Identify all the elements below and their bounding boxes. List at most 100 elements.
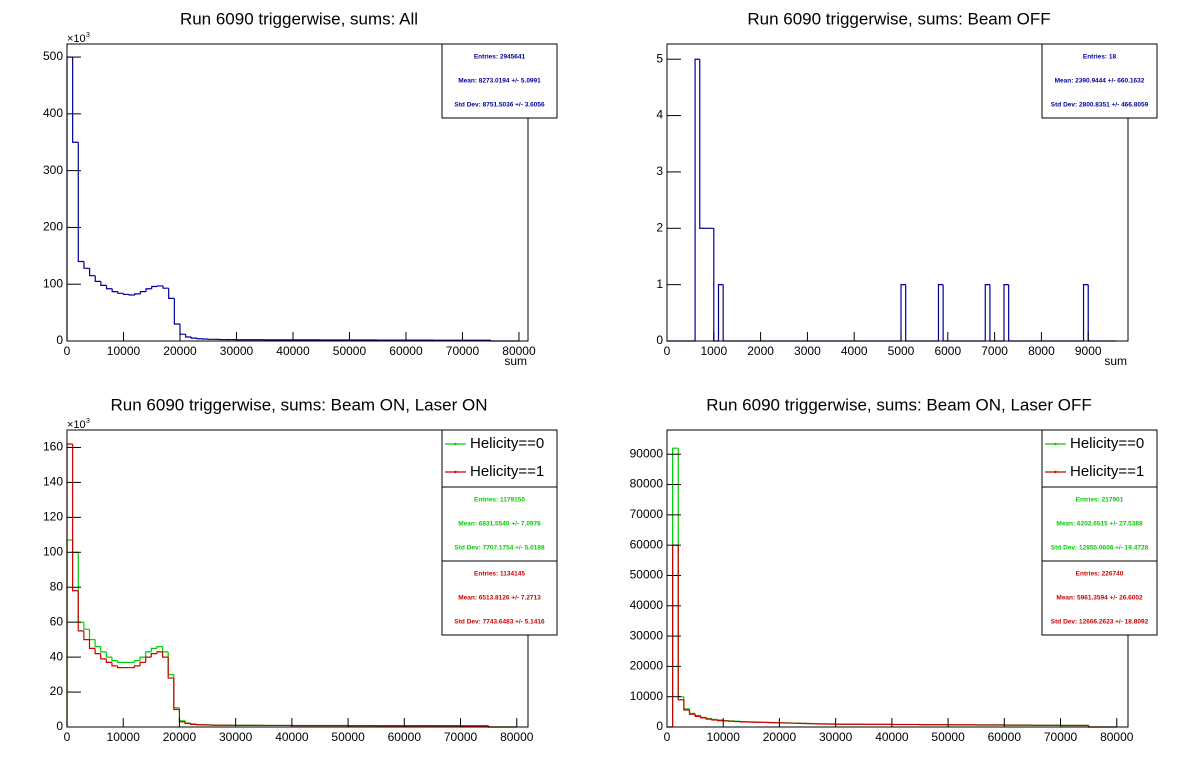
y-tick-label: 10000 <box>630 689 664 703</box>
histogram-bin <box>1087 284 1117 342</box>
histogram-bin <box>173 298 180 325</box>
x-tick-label: 60000 <box>388 730 422 744</box>
histogram-bin <box>716 720 724 722</box>
histogram-bin <box>190 723 197 725</box>
histogram-bin <box>111 662 118 667</box>
histogram-bin <box>716 719 724 721</box>
histogram-bin <box>677 545 684 701</box>
histogram-bin <box>156 646 163 649</box>
stats-text: Std Dev: 7743.6483 +/- 5.1416 <box>454 619 545 626</box>
histogram-bin <box>122 293 130 296</box>
stats-box <box>441 560 558 636</box>
y-tick-label: 120 <box>43 510 63 524</box>
stats-text: Std Dev: 8751.5036 +/- 3.6056 <box>454 102 545 109</box>
x-tick-label: 20000 <box>763 730 797 744</box>
histogram-bin <box>100 281 107 286</box>
histogram-bin <box>72 57 79 143</box>
histogram-bin <box>83 261 90 269</box>
x-tick-label: 0 <box>664 730 671 744</box>
x-tick-label: 70000 <box>444 730 478 744</box>
y-tick-label: 50000 <box>630 568 664 582</box>
histogram-bin <box>717 284 724 341</box>
legend-marker <box>1054 442 1057 446</box>
y-tick-label: 100 <box>43 276 63 290</box>
histogram-bin <box>145 288 152 292</box>
histogram-bin <box>705 717 712 720</box>
legend-label: Helicity==0 <box>470 435 544 452</box>
histogram-bin <box>694 713 701 717</box>
y-tick-label: 140 <box>43 475 63 489</box>
histogram-bin <box>683 696 690 710</box>
histogram-bin <box>161 646 169 653</box>
stats-text: Mean: 2390.9444 +/- 660.1632 <box>1055 78 1145 85</box>
histogram-bin <box>705 717 712 720</box>
y-multiplier: ×10 <box>67 33 86 45</box>
y-tick-label: 300 <box>43 163 63 177</box>
x-axis-label: sum <box>504 354 527 368</box>
plot-frame <box>666 43 1129 342</box>
y-tick-label: 2 <box>656 220 663 234</box>
histogram-bin <box>156 651 163 654</box>
histogram-bin <box>900 284 906 341</box>
histogram-bin <box>139 656 146 661</box>
y-tick-label: 70000 <box>630 507 664 521</box>
histogram-bin <box>145 656 152 663</box>
stats-text: Std Dev: 12855.0606 +/- 19.4728 <box>1051 545 1149 552</box>
x-tick-label: 5000 <box>888 344 915 358</box>
x-tick-label: 20000 <box>163 730 197 744</box>
chart-title: Run 6090 triggerwise, sums: Beam ON, Las… <box>706 395 1091 414</box>
x-tick-label: 50000 <box>331 730 365 744</box>
y-tick-label: 0 <box>656 333 663 347</box>
histogram-bin <box>161 651 169 658</box>
stats-text: Mean: 6202.6515 +/- 27.5388 <box>1056 521 1143 528</box>
histogram-bin <box>683 699 690 711</box>
x-axis-label: sum <box>1104 354 1127 368</box>
x-tick-label: 60000 <box>389 344 423 358</box>
histogram-bin <box>984 284 990 341</box>
histogram-bin <box>66 443 73 727</box>
histogram-bin <box>94 275 101 282</box>
y-tick-label: 100 <box>43 544 63 558</box>
histogram-bin <box>116 665 124 669</box>
y-tick-label: 90000 <box>630 446 664 460</box>
x-tick-label: 70000 <box>1044 730 1078 744</box>
x-tick-label: 60000 <box>988 730 1022 744</box>
histogram-bin <box>167 657 174 679</box>
x-tick-label: 2000 <box>747 344 774 358</box>
histogram-bin <box>133 660 141 663</box>
x-tick-label: 0 <box>664 344 671 358</box>
legend-marker <box>454 470 457 474</box>
histogram-bin <box>139 661 146 666</box>
histogram-bin <box>989 284 1004 342</box>
x-tick-label: 7000 <box>981 344 1008 358</box>
x-tick-label: 10000 <box>707 730 741 744</box>
histogram-bin <box>179 323 186 335</box>
histogram-bin <box>83 622 90 630</box>
histogram-bin <box>162 285 169 289</box>
x-tick-label: 50000 <box>333 344 367 358</box>
histogram-bin <box>711 719 718 721</box>
histogram-bin <box>150 647 157 652</box>
legend-box <box>441 429 558 488</box>
chart-title: Run 6090 triggerwise, sums: Beam ON, Las… <box>111 395 488 414</box>
x-tick-label: 80000 <box>502 344 536 358</box>
y-tick-label: 20 <box>50 684 64 698</box>
histogram-bin <box>694 714 701 717</box>
histogram-bin <box>111 288 118 293</box>
histogram-bin <box>105 658 112 663</box>
y-tick-label: 80000 <box>630 477 664 491</box>
histogram-bin <box>722 284 902 342</box>
histogram-bin <box>77 590 84 632</box>
x-tick-label: 30000 <box>819 730 853 744</box>
stats-box <box>1041 486 1158 562</box>
y-multiplier-power: 3 <box>86 418 90 425</box>
histogram-bin <box>905 284 939 342</box>
x-tick-label: 40000 <box>875 730 909 744</box>
histogram-bin <box>111 657 118 662</box>
histogram-bin <box>700 716 707 719</box>
stats-text: Entries: 1179150 <box>474 497 525 504</box>
histogram-bin <box>83 630 90 641</box>
histogram-bin <box>88 639 96 649</box>
